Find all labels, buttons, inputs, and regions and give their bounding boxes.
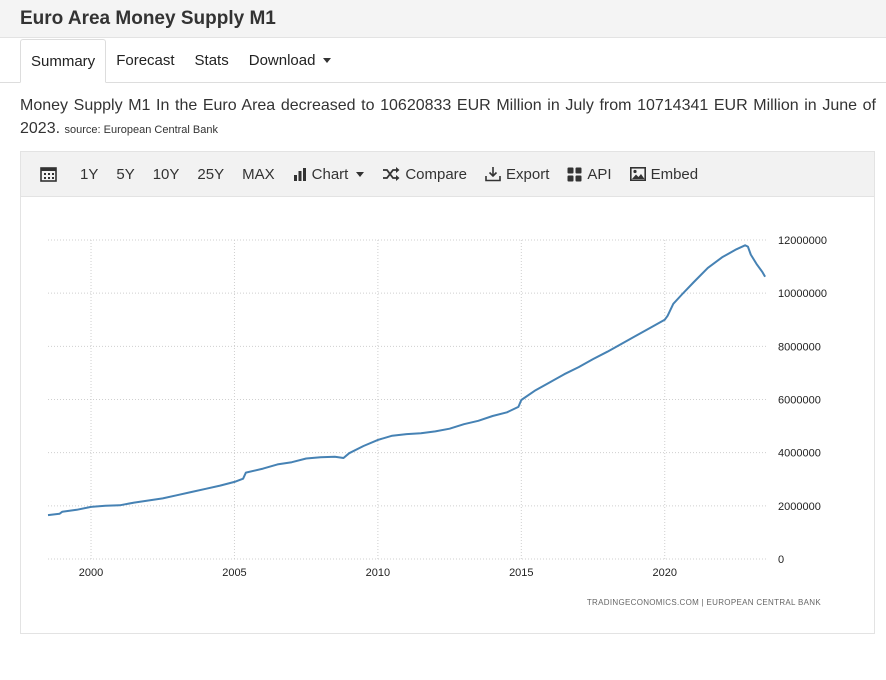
embed-label: Embed [650, 165, 699, 183]
range-25y-button[interactable]: 25Y [197, 165, 225, 183]
y-tick-label: 6000000 [778, 395, 821, 407]
chart-type-label: Chart [311, 165, 349, 183]
export-button[interactable]: Export [476, 159, 558, 189]
y-tick-label: 8000000 [778, 341, 821, 353]
calendar-button[interactable] [31, 159, 71, 189]
x-tick-label: 2000 [79, 567, 103, 579]
range-max-button[interactable]: MAX [242, 165, 275, 183]
chart-toolbar: 1Y 5Y 10Y 25Y MAX Chart Compare [21, 152, 874, 197]
range-1y-button[interactable]: 1Y [80, 165, 99, 183]
source-text: source: European Central Bank [64, 124, 218, 136]
tab-download[interactable]: Download [239, 39, 342, 82]
page-title: Euro Area Money Supply M1 [20, 7, 276, 29]
chart-container: 1Y 5Y 10Y 25Y MAX Chart Compare [20, 151, 875, 634]
tab-summary-label: Summary [31, 52, 96, 70]
chart-footer-label: TRADINGECONOMICS.COM | EUROPEAN CENTRAL … [587, 598, 821, 607]
bar-chart-icon [293, 168, 306, 181]
tab-summary[interactable]: Summary [20, 39, 107, 83]
download-icon [485, 167, 501, 182]
chart-type-button[interactable]: Chart [284, 159, 374, 189]
x-tick-label: 2005 [222, 567, 246, 579]
range-5y-button[interactable]: 5Y [116, 165, 135, 183]
shuffle-icon [383, 167, 400, 181]
x-tick-label: 2015 [509, 567, 533, 579]
y-tick-label: 4000000 [778, 448, 821, 460]
compare-button[interactable]: Compare [373, 159, 476, 189]
page-header: Euro Area Money Supply M1 [0, 0, 886, 38]
image-icon [629, 167, 646, 181]
line-chart: 0 2000000 4000000 6000000 8000000 10000000 120… [47, 235, 827, 607]
y-tick-label: 10000000 [778, 288, 827, 300]
tab-stats-label: Stats [194, 52, 229, 69]
grid-icon [567, 167, 582, 181]
range-10y-button[interactable]: 10Y [152, 165, 180, 183]
y-tick-label: 2000000 [778, 501, 821, 513]
tab-stats[interactable]: Stats [185, 39, 239, 82]
tab-download-label: Download [248, 52, 316, 69]
description-text: Money Supply M1 In the Euro Area decreas… [20, 97, 876, 137]
caret-down-icon [323, 58, 332, 63]
tab-forecast-label: Forecast [116, 52, 175, 69]
api-label: API [587, 165, 612, 183]
description: Money Supply M1 In the Euro Area decreas… [20, 94, 876, 142]
series-line [47, 244, 766, 517]
y-tick-label: 12000000 [778, 235, 827, 247]
y-tick-label: 0 [778, 554, 784, 566]
export-label: Export [506, 165, 550, 183]
tab-forecast[interactable]: Forecast [106, 39, 184, 82]
x-tick-label: 2010 [366, 567, 390, 579]
x-tick-label: 2020 [652, 567, 676, 579]
api-button[interactable]: API [558, 159, 620, 189]
embed-button[interactable]: Embed [621, 159, 708, 189]
tab-bar: Summary Forecast Stats Download [0, 39, 886, 83]
compare-label: Compare [405, 165, 468, 183]
chart-caret-down-icon [356, 171, 365, 177]
calendar-icon [40, 167, 57, 182]
